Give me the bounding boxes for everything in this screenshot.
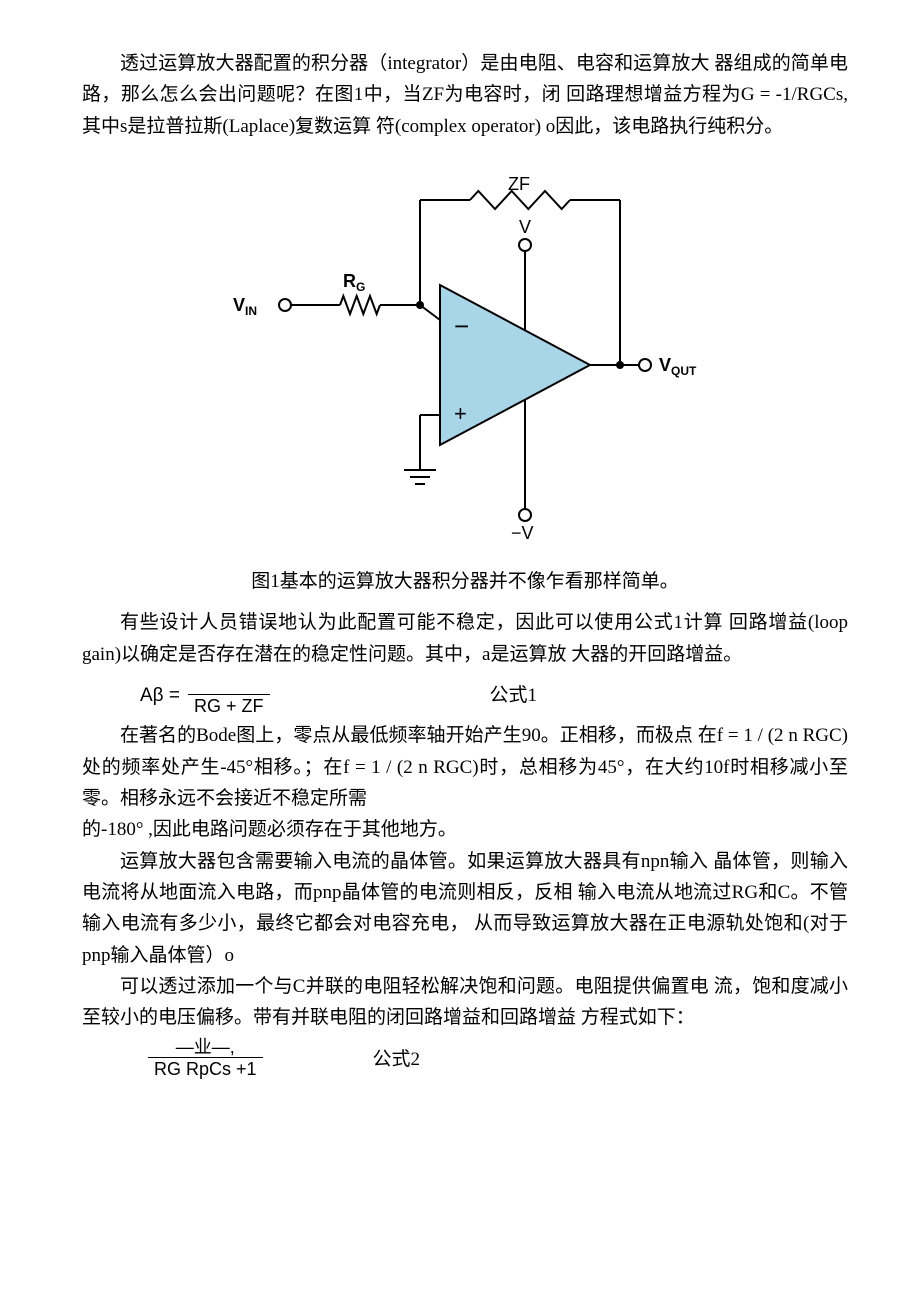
- svg-text:VIN: VIN: [233, 295, 257, 318]
- paragraph-3: 在著名的Bode图上，零点从最低频率轴开始产生90。正相移，而极点 在f = 1…: [82, 720, 848, 814]
- formula-2-num: —业—,: [172, 1038, 239, 1058]
- paragraph-5: 可以透过添加一个与C并联的电阻轻松解决饱和问题。电阻提供偏置电 流，饱和度减小至…: [82, 971, 848, 1034]
- formula-1: Aβ = RG + ZF 公式1: [82, 674, 848, 718]
- figure-1-caption: 图1基本的运算放大器积分器并不像乍看那样简单。: [82, 566, 848, 597]
- formula-2: —业—, RG RpCs +1 公式2: [82, 1038, 848, 1082]
- svg-text:ZF: ZF: [508, 174, 530, 194]
- svg-text:−V: −V: [511, 523, 534, 543]
- circuit-diagram: VIN RG ZF − + VQUT V −V: [82, 170, 848, 560]
- paragraph-1: 透过运算放大器配置的积分器（integrator）是由电阻、电容和运算放大 器组…: [82, 48, 848, 142]
- paragraph-2: 有些设计人员错误地认为此配置可能不稳定，因此可以使用公式1计算 回路增益(loo…: [82, 607, 848, 670]
- formula-1-lhs: Aβ =: [140, 680, 180, 711]
- paragraph-3b: 的-180° ,因此电路问题必须存在于其他地方。: [82, 814, 848, 845]
- paragraph-4: 运算放大器包含需要输入电流的晶体管。如果运算放大器具有npn输入 晶体管，则输入…: [82, 846, 848, 971]
- formula-1-label: 公式1: [490, 680, 538, 711]
- svg-text:V: V: [519, 217, 531, 237]
- svg-text:−: −: [454, 311, 469, 341]
- svg-text:+: +: [454, 401, 467, 426]
- svg-text:RG: RG: [343, 271, 365, 294]
- formula-2-label: 公式2: [373, 1044, 421, 1075]
- formula-1-den: RG + ZF: [188, 694, 270, 718]
- formula-2-den: RG RpCs +1: [148, 1057, 263, 1081]
- svg-text:VQUT: VQUT: [659, 355, 697, 378]
